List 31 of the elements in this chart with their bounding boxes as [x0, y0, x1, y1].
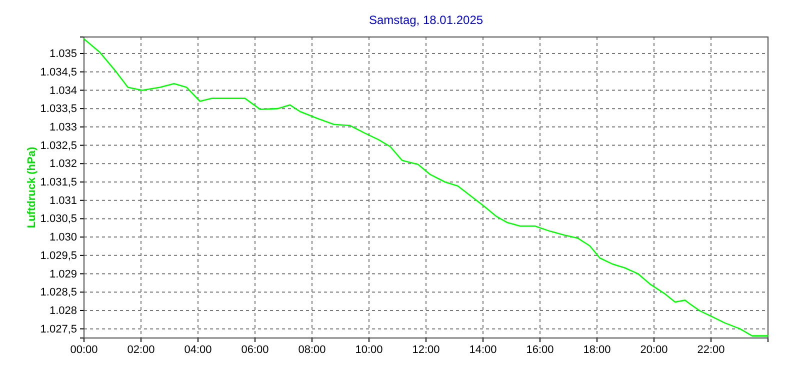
y-tick-label: 1.033 [49, 121, 77, 134]
y-tick-label: 1.032 [49, 158, 77, 170]
x-tick-label: 20:00 [640, 344, 668, 356]
x-tick-label: 14:00 [469, 344, 497, 356]
y-tick-label: 1.033,5 [40, 103, 77, 116]
x-tick-label: 00:00 [70, 344, 98, 356]
y-tick-label: 1.030 [49, 232, 77, 244]
x-tick-label: 08:00 [298, 344, 326, 356]
chart-title: Samstag, 18.01.2025 [368, 13, 484, 27]
x-tick-label: 10:00 [355, 344, 383, 356]
x-tick-label: 02:00 [127, 344, 155, 356]
y-tick-label: 1.028 [49, 304, 77, 317]
x-tick-label: 18:00 [583, 344, 611, 356]
y-tick-label: 1.028,5 [40, 286, 77, 299]
x-tick-label: 04:00 [184, 344, 212, 356]
x-tick-label: 06:00 [241, 344, 269, 356]
y-tick-label: 1.030,5 [40, 213, 77, 226]
y-tick-label: 1.035 [49, 48, 77, 60]
y-tick-label: 1.034,5 [40, 66, 77, 78]
line-series [83, 38, 769, 336]
x-tick-label: 22:00 [697, 344, 725, 356]
y-tick-label: 1.034 [49, 84, 77, 97]
y-tick-label: 1.027,5 [40, 323, 77, 336]
y-tick-label: 1.032,5 [40, 140, 77, 152]
y-axis-title: Luftdruck (hPa) [26, 146, 38, 228]
y-tick-label: 1.031,5 [40, 176, 77, 189]
y-tick-label: 1.031 [49, 194, 77, 207]
x-tick-label: 12:00 [412, 344, 440, 356]
y-tick-label: 1.029,5 [40, 250, 77, 262]
y-tick-label: 1.029 [49, 268, 77, 280]
x-tick-label: 16:00 [526, 344, 554, 356]
